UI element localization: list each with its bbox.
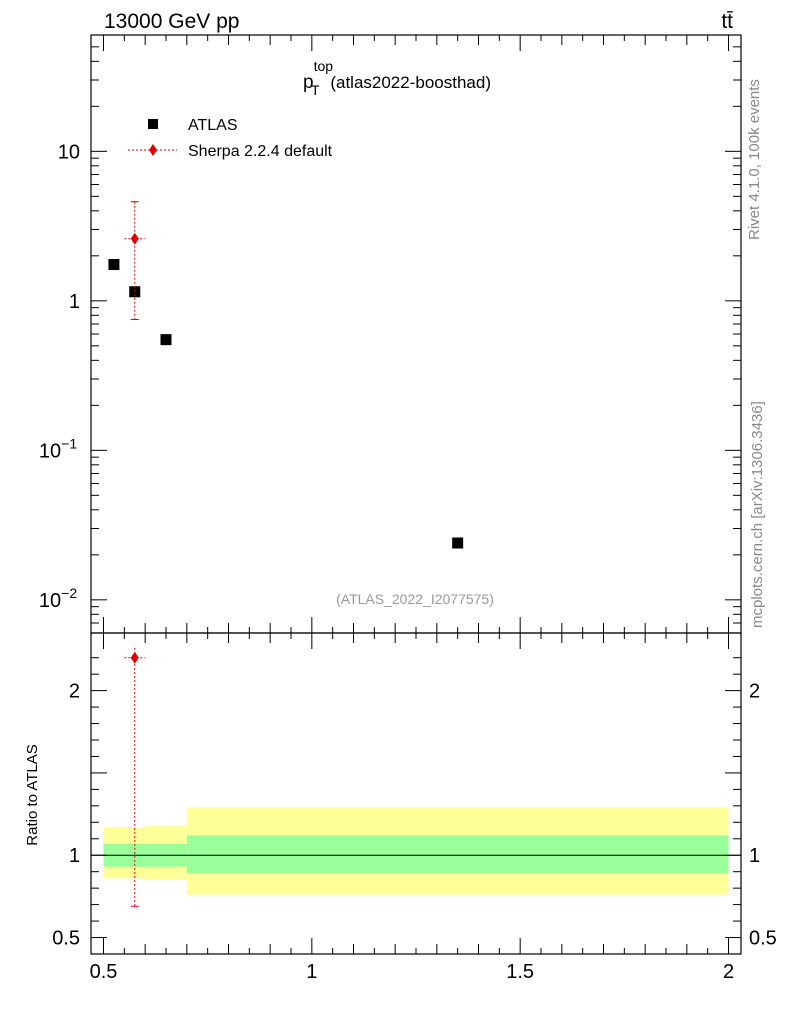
- rivet-label: Rivet 4.1.0, 100k events: [746, 79, 763, 240]
- main-ytick-label-2: 10−1: [39, 435, 77, 462]
- analysis-watermark: (ATLAS_2022_I2077575): [336, 591, 494, 607]
- plot-title: ptop T (atlas2022-boosthad): [303, 58, 491, 98]
- ratio-frame: [90, 632, 742, 955]
- legend-sherpa-marker: [149, 144, 157, 156]
- ratio-ytick-label-right-1: 1: [749, 845, 760, 867]
- energy-label: 13000 GeV pp: [104, 10, 239, 33]
- mcplots-label: mcplots.cern.ch [arXiv:1306.3436]: [749, 401, 766, 628]
- main-ytick-label-3: 10−2: [39, 585, 77, 612]
- title-suffix: (atlas2022-boosthad): [326, 73, 491, 92]
- legend-atlas-marker: [148, 119, 158, 129]
- main-ytick-label-0: 10: [58, 141, 80, 163]
- xtick-label-1: 1: [306, 961, 317, 983]
- atlas-point-2: [160, 334, 172, 346]
- title-main: p: [303, 72, 314, 93]
- title-sub: T: [311, 82, 320, 98]
- ratio-ytick-label-right-2: 0.5: [749, 928, 777, 950]
- title-sup: top: [314, 58, 334, 74]
- sherpa-point-0: [130, 232, 139, 245]
- ratio-ytick-label-right-0: 2: [749, 681, 760, 703]
- legend-sherpa-label: Sherpa 2.2.4 default: [188, 143, 333, 160]
- legend-atlas-label: ATLAS: [188, 117, 238, 134]
- atlas-point-0: [108, 258, 120, 270]
- atlas-point-1: [129, 286, 141, 298]
- ratio-ytick-label-left-2: 0.5: [52, 928, 80, 950]
- atlas-point-3: [452, 537, 464, 549]
- ratio-panel: 0.5 1 1.5 2 2 2 1 1 0.5 0.5: [52, 632, 777, 983]
- ratio-ylabel: Ratio to ATLAS: [24, 744, 41, 845]
- xtick-label-0: 0.5: [90, 961, 118, 983]
- ratio-stat-band-2: [186, 835, 729, 874]
- main-ytick-exponent-2: −1: [61, 435, 77, 451]
- ratio-sherpa-point-0: [130, 651, 139, 664]
- main-panel: 10 1 10−1 10−2: [39, 34, 742, 634]
- legend: ATLAS Sherpa 2.2.4 default: [128, 117, 333, 160]
- xtick-label-2: 1.5: [506, 961, 534, 983]
- xtick-label-3: 2: [723, 961, 734, 983]
- main-ytick-exponent-3: −2: [61, 585, 77, 601]
- ratio-ytick-label-left-0: 2: [69, 681, 80, 703]
- process-label: tt̄: [721, 10, 733, 33]
- ratio-ytick-label-left-1: 1: [69, 845, 80, 867]
- main-ytick-label-1: 1: [69, 291, 80, 313]
